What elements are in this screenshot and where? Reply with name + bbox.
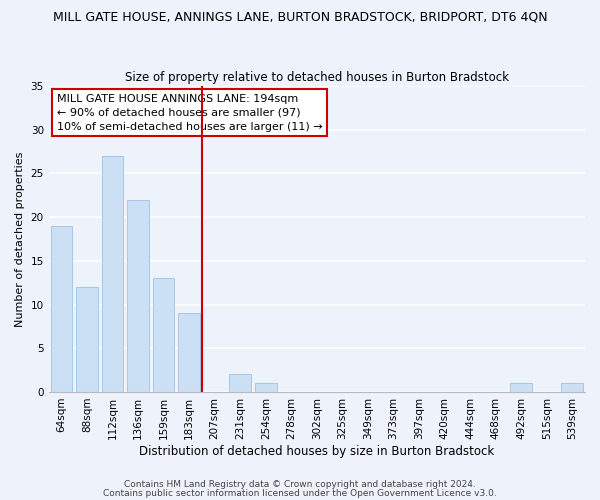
X-axis label: Distribution of detached houses by size in Burton Bradstock: Distribution of detached houses by size … — [139, 444, 494, 458]
Bar — [255, 383, 277, 392]
Bar — [101, 156, 124, 392]
Bar — [50, 226, 72, 392]
Bar — [562, 383, 583, 392]
Text: MILL GATE HOUSE, ANNINGS LANE, BURTON BRADSTOCK, BRIDPORT, DT6 4QN: MILL GATE HOUSE, ANNINGS LANE, BURTON BR… — [53, 10, 547, 23]
Bar — [76, 287, 98, 392]
Bar — [229, 374, 251, 392]
Bar — [127, 200, 149, 392]
Title: Size of property relative to detached houses in Burton Bradstock: Size of property relative to detached ho… — [125, 70, 509, 84]
Bar — [178, 314, 200, 392]
Bar — [153, 278, 175, 392]
Text: Contains public sector information licensed under the Open Government Licence v3: Contains public sector information licen… — [103, 488, 497, 498]
Bar — [510, 383, 532, 392]
Y-axis label: Number of detached properties: Number of detached properties — [15, 152, 25, 326]
Text: Contains HM Land Registry data © Crown copyright and database right 2024.: Contains HM Land Registry data © Crown c… — [124, 480, 476, 489]
Text: MILL GATE HOUSE ANNINGS LANE: 194sqm
← 90% of detached houses are smaller (97)
1: MILL GATE HOUSE ANNINGS LANE: 194sqm ← 9… — [57, 94, 322, 132]
